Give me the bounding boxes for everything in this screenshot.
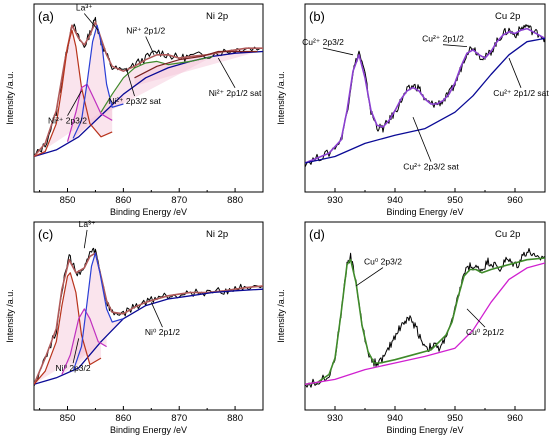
peak-annotation: Cu⁰ 2p1/2	[466, 327, 504, 337]
panel-label: (b)	[309, 9, 325, 24]
peak-fill-5	[73, 25, 124, 141]
panel-label: (d)	[309, 227, 325, 242]
peak-fill-4	[67, 84, 113, 144]
fit-component-1	[34, 29, 113, 158]
x-axis-label: Binding Energy /eV	[110, 207, 187, 217]
plot-frame	[33, 221, 264, 411]
annotation-leader	[412, 116, 432, 162]
x-tick-label: 870	[171, 195, 187, 206]
fit-component-2	[61, 308, 107, 375]
x-axis-label: Binding Energy /eV	[110, 425, 187, 435]
plot-frame	[33, 3, 264, 193]
x-tick-label: 850	[60, 195, 76, 206]
annotation-leader	[125, 67, 135, 97]
annotation-leader	[355, 267, 384, 287]
peak-annotation: Cu²⁺ 2p1/2	[422, 34, 464, 44]
peak-fill-3	[34, 272, 102, 385]
background-line	[305, 262, 545, 385]
annotation-leader	[83, 13, 99, 31]
panel-title: Ni 2p	[206, 229, 228, 240]
y-axis-label: Intensity /a.u.	[5, 71, 15, 125]
peak-annotation: Ni²⁺ 2p1/2	[126, 25, 165, 35]
x-tick-label: 880	[227, 195, 243, 206]
panel-label: (c)	[38, 227, 53, 242]
x-tick-label: 880	[227, 413, 243, 424]
fit-component-3	[72, 252, 124, 372]
plot-body	[305, 248, 545, 388]
fit-component-1	[34, 272, 102, 385]
annotation-leader	[322, 47, 354, 56]
annotation-leader	[466, 308, 486, 328]
annotation-leader	[72, 338, 80, 364]
peak-fill-6	[101, 56, 213, 116]
background-line	[34, 50, 263, 158]
x-tick-label: 950	[447, 195, 463, 206]
panel-4: 930 940 950 960 (d) Cu 2p Binding Energy /eV In…	[276, 221, 546, 435]
panel-title: Cu 2p	[495, 11, 520, 22]
peak-annotation: La³⁺	[76, 3, 93, 13]
x-tick-label: 960	[507, 195, 523, 206]
x-tick-label: 950	[447, 413, 463, 424]
panel-3: 850 860 870 880 (c) Ni 2p Binding Energy /eV In…	[5, 219, 264, 435]
x-tick-label: 930	[327, 413, 343, 424]
plot-body	[34, 16, 263, 158]
panel-2: 930 940 950 960 (b) Cu 2p Binding Energy /eV In…	[276, 3, 549, 217]
background-line	[305, 37, 545, 164]
peak-annotation: Cu⁰ 2p3/2	[364, 257, 402, 267]
peak-annotation: Ni⁰ 2p1/2	[145, 327, 180, 337]
peak-annotation: Ni⁰ 2p3/2	[56, 363, 91, 373]
peak-annotation: Cu²⁺ 2p3/2 sat	[403, 162, 459, 172]
x-axis-label: Binding Energy /eV	[386, 425, 463, 435]
x-tick-label: 870	[171, 413, 187, 424]
x-tick-label: 860	[115, 195, 131, 206]
peak-annotation: Cu²⁺ 2p3/2	[302, 37, 344, 47]
fit-component-5	[134, 50, 258, 79]
x-axis-label: Binding Energy /eV	[386, 207, 463, 217]
peak-fill-7	[134, 51, 258, 86]
x-tick-label: 850	[60, 413, 76, 424]
fit-envelope	[34, 252, 263, 385]
measured-spectrum	[34, 247, 263, 387]
peak-fill-3	[34, 30, 113, 157]
fit-envelope	[305, 257, 545, 386]
x-tick-label: 860	[115, 413, 131, 424]
peak-annotation: La³⁺	[79, 219, 96, 229]
annotation-leader	[145, 36, 155, 55]
panel-title: Ni 2p	[206, 11, 228, 22]
x-tick-label: 960	[507, 413, 523, 424]
annotation-leader	[217, 57, 236, 88]
peak-fill-5	[73, 253, 124, 372]
annotation-leader	[150, 302, 163, 328]
peak-annotation: Ni²⁺ 2p1/2 sat	[209, 88, 262, 98]
x-tick-label: 940	[387, 195, 403, 206]
fit-envelope	[305, 27, 545, 164]
peak-annotation: Ni²⁺ 2p3/2	[48, 116, 87, 126]
annotation-leader	[67, 90, 82, 116]
peak-fill-4	[61, 308, 107, 376]
x-tick-label: 940	[387, 413, 403, 424]
fit-component-3	[72, 24, 124, 139]
peak-annotation: Ni²⁺ 2p3/2 sat	[108, 96, 161, 106]
peak-annotation: Cu²⁺ 2p1/2 sat	[493, 88, 549, 98]
panel-label: (a)	[38, 9, 54, 24]
y-axis-label: Intensity /a.u.	[276, 289, 286, 343]
background-line	[34, 288, 263, 385]
fit-component-4	[100, 55, 213, 113]
annotation-leader	[508, 57, 522, 88]
plot-body	[34, 247, 263, 387]
annotation-leader	[442, 44, 468, 47]
y-axis-label: Intensity /a.u.	[276, 71, 286, 125]
panel-title: Cu 2p	[495, 229, 520, 240]
annotation-leader	[83, 229, 88, 249]
plot-body	[305, 24, 545, 168]
panel-1: 850 860 870 880 (a) Ni 2p Binding Energy /eV In…	[5, 3, 264, 217]
y-axis-label: Intensity /a.u.	[5, 289, 15, 343]
x-tick-label: 930	[327, 195, 343, 206]
